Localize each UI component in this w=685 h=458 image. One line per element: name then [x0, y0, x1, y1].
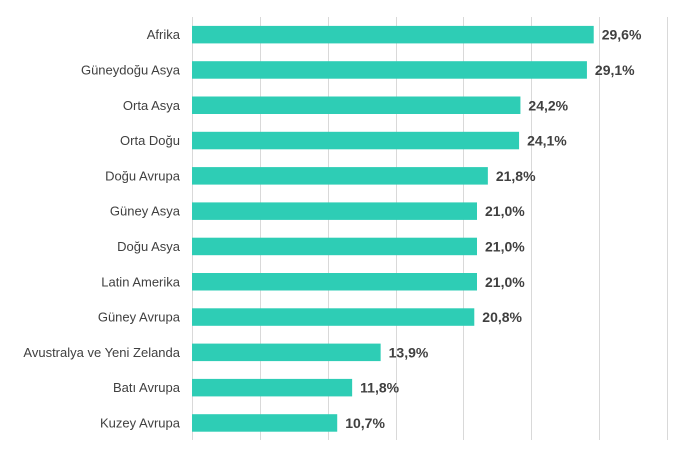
bar: [192, 167, 488, 185]
value-label: 29,6%: [602, 27, 642, 43]
value-label: 21,0%: [485, 238, 525, 254]
value-label: 20,8%: [482, 309, 522, 325]
category-label: Afrika: [147, 27, 181, 42]
bar: [192, 414, 338, 432]
bars-group: [192, 25, 594, 432]
bar: [192, 25, 594, 44]
bar: [192, 343, 381, 362]
value-labels: 29,6% 29,1% 24,2% 24,1% 21,8% 21,0% 21,0% 21,0%…: [345, 27, 642, 431]
gridlines: [192, 17, 668, 440]
category-label: Güney Asya: [110, 204, 181, 219]
bar: [192, 237, 477, 256]
value-label: 24,2%: [528, 97, 568, 113]
bar: [192, 378, 353, 397]
value-label: 21,0%: [485, 203, 525, 219]
category-label: Kuzey Avrupa: [100, 415, 181, 430]
bar: [192, 96, 521, 114]
bar: [192, 273, 477, 291]
category-labels: Afrika Güneydoğu Asya Orta Asya Orta Doğu Do…: [23, 27, 180, 430]
category-label: Güneydoğu Asya: [81, 62, 181, 77]
category-label: Orta Asya: [123, 98, 181, 113]
value-label: 29,1%: [595, 62, 635, 78]
value-label: 24,1%: [527, 133, 567, 149]
category-label: Avustralya ve Yeni Zelanda: [23, 345, 180, 360]
value-label: 13,9%: [389, 344, 429, 360]
bar: [192, 202, 477, 220]
value-label: 21,0%: [485, 274, 525, 290]
value-label: 11,8%: [360, 380, 399, 396]
category-label: Güney Avrupa: [98, 310, 181, 325]
value-label: 21,8%: [496, 168, 536, 184]
category-label: Latin Amerika: [101, 274, 181, 289]
value-label: 10,7%: [345, 415, 385, 431]
category-label: Doğu Avrupa: [105, 168, 181, 183]
bar: [192, 131, 520, 150]
bar: [192, 61, 587, 79]
bar: [192, 308, 475, 326]
category-label: Batı Avrupa: [113, 380, 181, 395]
category-label: Doğu Asya: [117, 239, 181, 254]
category-label: Orta Doğu: [120, 133, 180, 148]
